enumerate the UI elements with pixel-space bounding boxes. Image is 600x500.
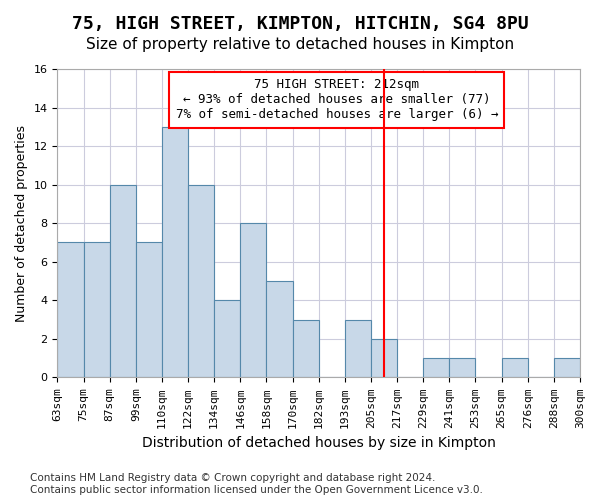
Bar	[449, 358, 475, 378]
Text: 75, HIGH STREET, KIMPTON, HITCHIN, SG4 8PU: 75, HIGH STREET, KIMPTON, HITCHIN, SG4 8…	[71, 15, 529, 33]
Bar	[345, 320, 371, 378]
Text: Contains HM Land Registry data © Crown copyright and database right 2024.
Contai: Contains HM Land Registry data © Crown c…	[30, 474, 483, 495]
Bar	[554, 358, 580, 378]
Bar	[214, 300, 241, 378]
Bar	[110, 184, 136, 378]
Bar	[136, 242, 162, 378]
Bar	[83, 242, 110, 378]
Bar	[293, 320, 319, 378]
Text: 75 HIGH STREET: 212sqm
← 93% of detached houses are smaller (77)
7% of semi-deta: 75 HIGH STREET: 212sqm ← 93% of detached…	[176, 78, 498, 122]
Bar	[502, 358, 528, 378]
Bar	[371, 339, 397, 378]
Text: Size of property relative to detached houses in Kimpton: Size of property relative to detached ho…	[86, 38, 514, 52]
Bar	[241, 223, 266, 378]
Bar	[58, 242, 83, 378]
X-axis label: Distribution of detached houses by size in Kimpton: Distribution of detached houses by size …	[142, 436, 496, 450]
Bar	[266, 281, 293, 378]
Bar	[188, 184, 214, 378]
Y-axis label: Number of detached properties: Number of detached properties	[15, 124, 28, 322]
Bar	[162, 127, 188, 378]
Bar	[423, 358, 449, 378]
